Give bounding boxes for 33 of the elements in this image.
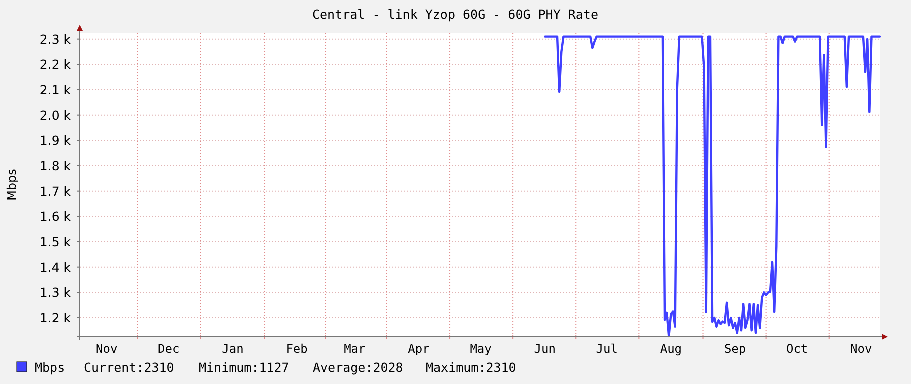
y-tick-label: 2.0 k	[40, 108, 72, 123]
legend-label: Mbps	[35, 360, 66, 375]
x-tick-label: Apr	[408, 342, 430, 356]
x-tick-label: May	[470, 342, 492, 356]
text: Minimum:1127	[199, 360, 290, 375]
text: Average:2028	[313, 360, 404, 375]
x-tick-label: Nov	[96, 342, 118, 356]
text: Maximum:2310	[426, 360, 516, 375]
y-tick-label: 1.3 k	[40, 285, 72, 300]
y-tick-label: 1.4 k	[40, 260, 72, 275]
x-tick-label: Aug	[660, 342, 682, 356]
y-axis-title: Mbps	[5, 169, 19, 201]
text: Current:2310	[84, 360, 174, 375]
chart-title: Central - link Yzop 60G - 60G PHY Rate	[312, 7, 598, 22]
x-tick-label: Jun	[534, 342, 556, 356]
y-tick-label: 2.1 k	[40, 82, 72, 98]
x-tick-label: Jul	[596, 342, 618, 356]
y-tick-label: 2.3 k	[40, 32, 72, 47]
y-tick-label: 1.6 k	[40, 209, 72, 224]
x-tick-label: Mar	[344, 342, 366, 356]
y-tick-label: 2.2 k	[40, 57, 72, 72]
y-tick-label: 1.5 k	[40, 234, 72, 250]
x-tick-label: Feb	[286, 342, 308, 356]
y-tick-label: 1.7 k	[40, 184, 72, 199]
x-tick-label: Jan	[222, 342, 244, 356]
x-tick-label: Dec	[158, 342, 180, 356]
x-tick-label: Oct	[786, 342, 808, 356]
x-tick-label: Sep	[724, 342, 746, 356]
y-tick-label: 1.8 k	[40, 158, 72, 174]
y-tick-label: 1.9 k	[40, 133, 72, 148]
y-tick-label: 1.2 k	[40, 310, 72, 326]
line-series	[544, 36, 882, 338]
x-tick-label: Nov	[850, 342, 872, 356]
